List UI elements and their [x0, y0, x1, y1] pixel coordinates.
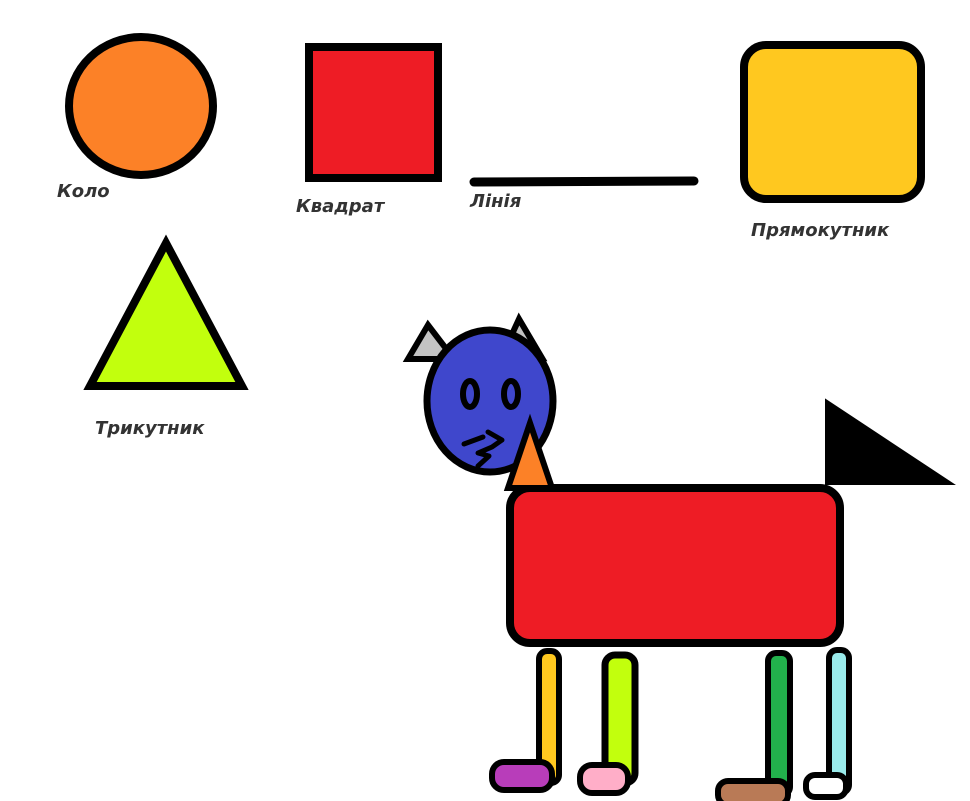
- triangle-shape: [83, 234, 249, 390]
- square-label: Квадрат: [296, 196, 386, 217]
- cat-paw-4: [803, 772, 849, 800]
- square-shape: [305, 43, 442, 182]
- rectangle-label: Прямокутник: [751, 220, 890, 241]
- cat-neck: [503, 413, 557, 491]
- cat-tail: [825, 398, 956, 485]
- cat-eye-left: [460, 378, 480, 410]
- cat-leg-4: [826, 647, 852, 796]
- cat-paw-2: [577, 762, 631, 796]
- cat-paw-1: [489, 759, 555, 793]
- cat-mouth: [461, 429, 505, 469]
- cat-paw-3: [715, 778, 791, 801]
- cat-body: [506, 484, 844, 647]
- circle-shape: [65, 33, 217, 179]
- cat-eye-right: [501, 378, 521, 410]
- circle-label: Коло: [57, 181, 110, 202]
- cat-figure: [402, 312, 956, 801]
- line-shape: [469, 176, 699, 187]
- rectangle-shape: [740, 41, 925, 203]
- cat-leg-3: [765, 650, 793, 798]
- line-label: Лінія: [469, 191, 522, 212]
- cat-head: [423, 326, 557, 476]
- triangle-label: Трикутник: [95, 418, 205, 439]
